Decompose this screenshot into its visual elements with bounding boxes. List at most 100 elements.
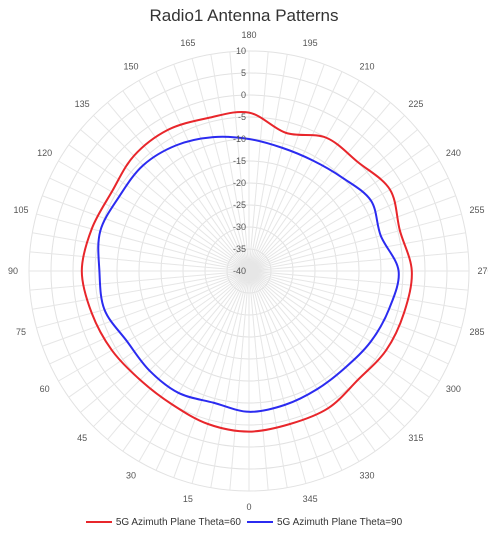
series-layer <box>80 110 413 433</box>
grid-spoke <box>248 270 430 398</box>
grid-spoke <box>68 144 250 272</box>
angle-tick-label: 285 <box>469 327 484 337</box>
grid-spoke <box>248 270 360 462</box>
grid-spoke <box>248 129 418 272</box>
grid-spoke <box>191 270 250 484</box>
grid-spoke <box>248 270 418 413</box>
grid-spoke <box>248 144 430 272</box>
grid-spoke <box>248 270 325 478</box>
radial-tick-label: -25 <box>233 200 246 210</box>
grid-spoke <box>49 270 250 365</box>
series-line-theta60 <box>80 110 413 433</box>
grid-spoke <box>29 251 250 272</box>
grid-spoke <box>248 213 462 272</box>
chart-title: Radio1 Antenna Patterns <box>149 6 339 25</box>
grid-spoke <box>248 270 462 329</box>
angle-tick-label: 300 <box>446 384 461 394</box>
angle-tick-label: 165 <box>180 38 195 48</box>
radial-tick-label: -30 <box>233 222 246 232</box>
grid-spoke <box>122 90 250 272</box>
legend-swatch-theta90 <box>247 521 273 523</box>
grid-spoke <box>29 270 250 291</box>
grid-spoke <box>107 270 250 440</box>
grid-spoke <box>248 54 288 272</box>
grid-spoke <box>58 270 250 382</box>
grid-spoke <box>248 270 469 291</box>
grid-spoke <box>248 177 449 272</box>
angle-tick-label: 315 <box>408 433 423 443</box>
grid-spoke <box>49 177 250 272</box>
angle-tick-label: 75 <box>16 327 26 337</box>
radial-tick-label: 10 <box>236 46 246 56</box>
grid-spoke <box>58 160 250 272</box>
grid-spoke <box>191 58 250 272</box>
grid-spoke <box>248 270 440 382</box>
grid-spoke <box>248 160 440 272</box>
grid-spoke <box>248 90 376 272</box>
angle-tick-label: 225 <box>408 99 423 109</box>
grid-spoke <box>32 270 250 310</box>
angle-tick-label: 45 <box>77 433 87 443</box>
angle-tick-label: 60 <box>40 384 50 394</box>
grid-spoke <box>36 213 250 272</box>
grid-spoke <box>122 270 250 452</box>
grid-spoke <box>138 270 250 462</box>
angle-tick-label: 30 <box>126 470 136 480</box>
grid-spoke <box>173 64 250 272</box>
grid-spoke <box>248 115 405 272</box>
angle-tick-label: 15 <box>183 494 193 504</box>
radial-tick-label: -5 <box>238 112 246 122</box>
grid-spoke <box>80 270 250 413</box>
grid-spoke <box>155 270 250 471</box>
grid-spoke <box>248 270 288 488</box>
grid-spoke <box>42 270 250 347</box>
legend-item-theta60: 5G Azimuth Plane Theta=60 <box>85 517 241 528</box>
radial-tick-label: -10 <box>233 134 246 144</box>
grid-spoke <box>80 129 250 272</box>
grid-spoke <box>93 115 250 272</box>
grid-spoke <box>138 80 250 272</box>
grid-spoke <box>68 270 250 398</box>
grid-spoke <box>248 270 466 310</box>
grid-spoke <box>248 102 391 272</box>
grid-spoke <box>248 232 466 272</box>
angle-tick-label: 105 <box>14 205 29 215</box>
angle-tick-label: 240 <box>446 148 461 158</box>
angle-tick-label: 195 <box>303 38 318 48</box>
angle-tick-label: 330 <box>359 470 374 480</box>
series-line-theta90 <box>97 135 400 413</box>
legend-item-theta90: 5G Azimuth Plane Theta=90 <box>247 517 402 528</box>
grid-spoke <box>248 64 325 272</box>
grid-spoke <box>248 270 307 484</box>
grid-spoke <box>248 58 307 272</box>
legend: 5G Azimuth Plane Theta=60 5G Azimuth Pla… <box>0 514 488 530</box>
radial-tick-label: -20 <box>233 178 246 188</box>
grid-spoke <box>155 71 250 272</box>
grid-spoke <box>173 270 250 478</box>
grid-spoke <box>36 270 250 329</box>
legend-swatch-theta60 <box>85 521 112 523</box>
angle-tick-label: 345 <box>303 494 318 504</box>
grid-spoke <box>248 270 269 491</box>
grid-spoke <box>248 251 469 272</box>
angle-tick-label: 150 <box>123 62 138 72</box>
polar-grid <box>28 50 470 492</box>
grid-spoke <box>210 270 250 488</box>
grid-spoke <box>248 51 269 272</box>
radial-tick-label: -15 <box>233 156 246 166</box>
radial-tick-label: 5 <box>241 68 246 78</box>
grid-spoke <box>248 270 449 365</box>
grid-spoke <box>248 80 360 272</box>
grid-spoke <box>248 71 343 272</box>
polar-chart: -40 -35 -30 -25 -20 -15 -10 -5 0 5 10 0 15 30 45 60 75 90… <box>8 30 488 510</box>
grid-spoke <box>229 51 250 272</box>
grid-spoke <box>248 270 405 427</box>
grid-spoke <box>248 270 391 440</box>
angle-tick-label: 120 <box>37 148 52 158</box>
angle-tick-label: 135 <box>75 99 90 109</box>
grid-spoke <box>248 270 343 471</box>
grid-spoke <box>248 195 456 272</box>
angle-tick-label: 210 <box>359 62 374 72</box>
grid-spoke <box>210 54 250 272</box>
radial-tick-label: -40 <box>233 266 246 276</box>
